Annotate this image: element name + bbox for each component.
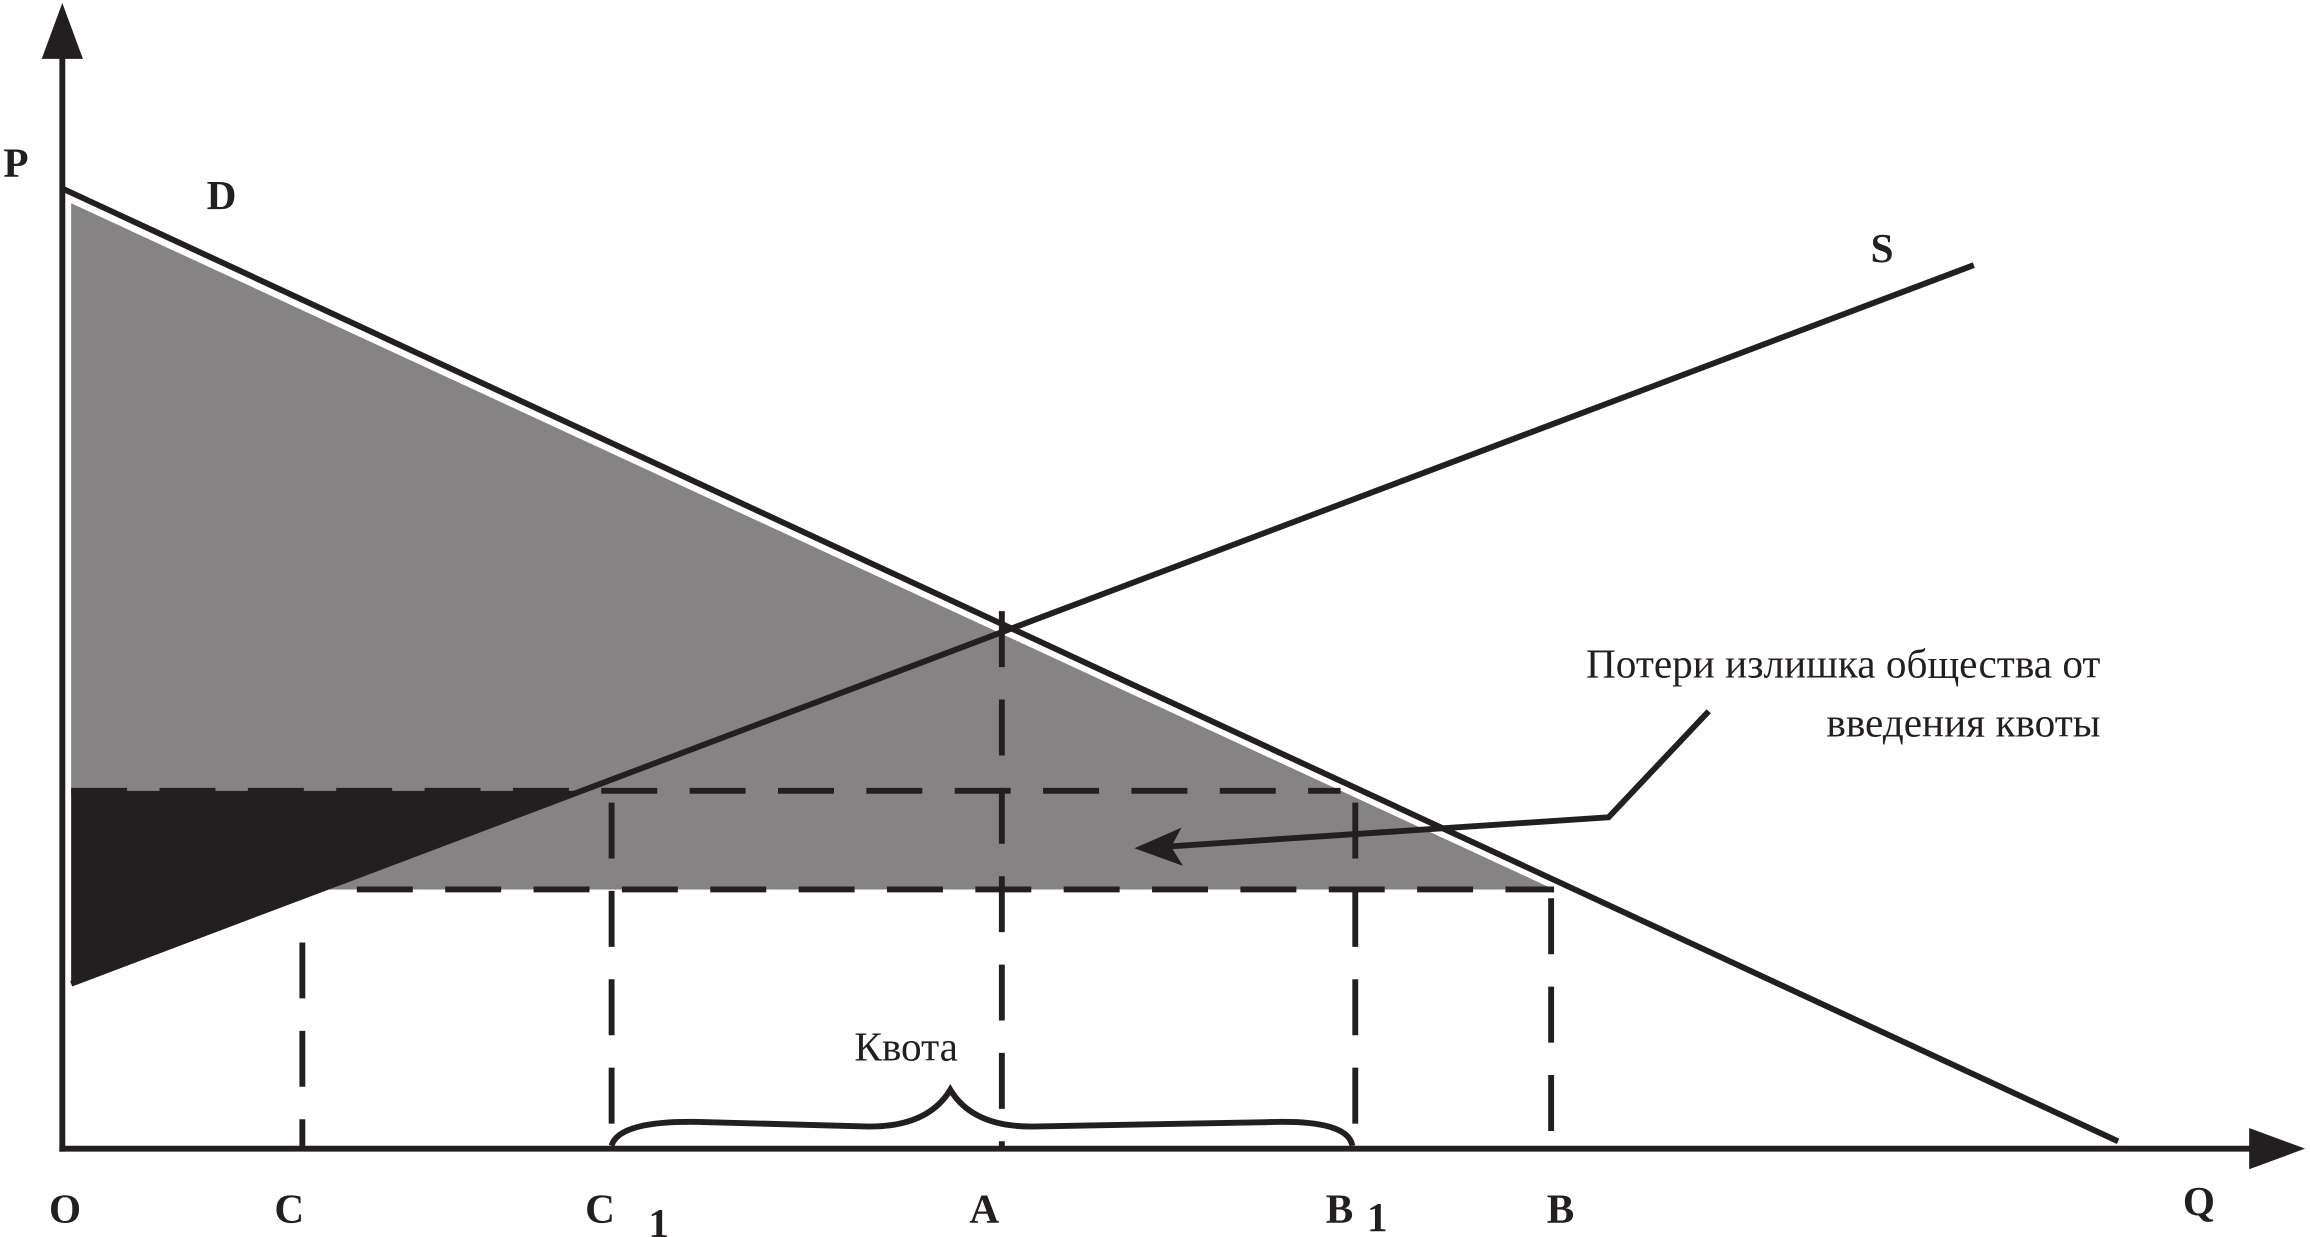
- y-label: P: [3, 140, 28, 186]
- y-arrow: [41, 2, 83, 59]
- x-point: B: [1547, 1185, 1575, 1231]
- demand-label: D: [207, 172, 237, 218]
- demand-line: [61, 185, 2120, 1144]
- supply-line: [70, 262, 1975, 987]
- x-point: O: [49, 1185, 81, 1231]
- x-label: Q: [2183, 1178, 2215, 1224]
- x-subscript: 1: [1367, 1194, 1388, 1237]
- quota-label: Квота: [854, 1023, 958, 1069]
- x-point: B: [1326, 1185, 1353, 1231]
- pointer: [1163, 709, 1711, 850]
- quota-brace: [608, 1084, 1356, 1147]
- pointer-head: [1134, 827, 1183, 866]
- x-arrow: [2249, 1128, 2306, 1170]
- x-point: C: [274, 1185, 304, 1231]
- x-point: A: [969, 1185, 999, 1231]
- surplus-area: [71, 203, 1555, 890]
- x-subscript: 1: [648, 1200, 669, 1237]
- annotation: введения квоты: [1826, 699, 2100, 745]
- supply-label: S: [1871, 225, 1894, 271]
- annotation: Потери излишка общества от: [1586, 640, 2100, 686]
- x-point: C: [585, 1185, 615, 1231]
